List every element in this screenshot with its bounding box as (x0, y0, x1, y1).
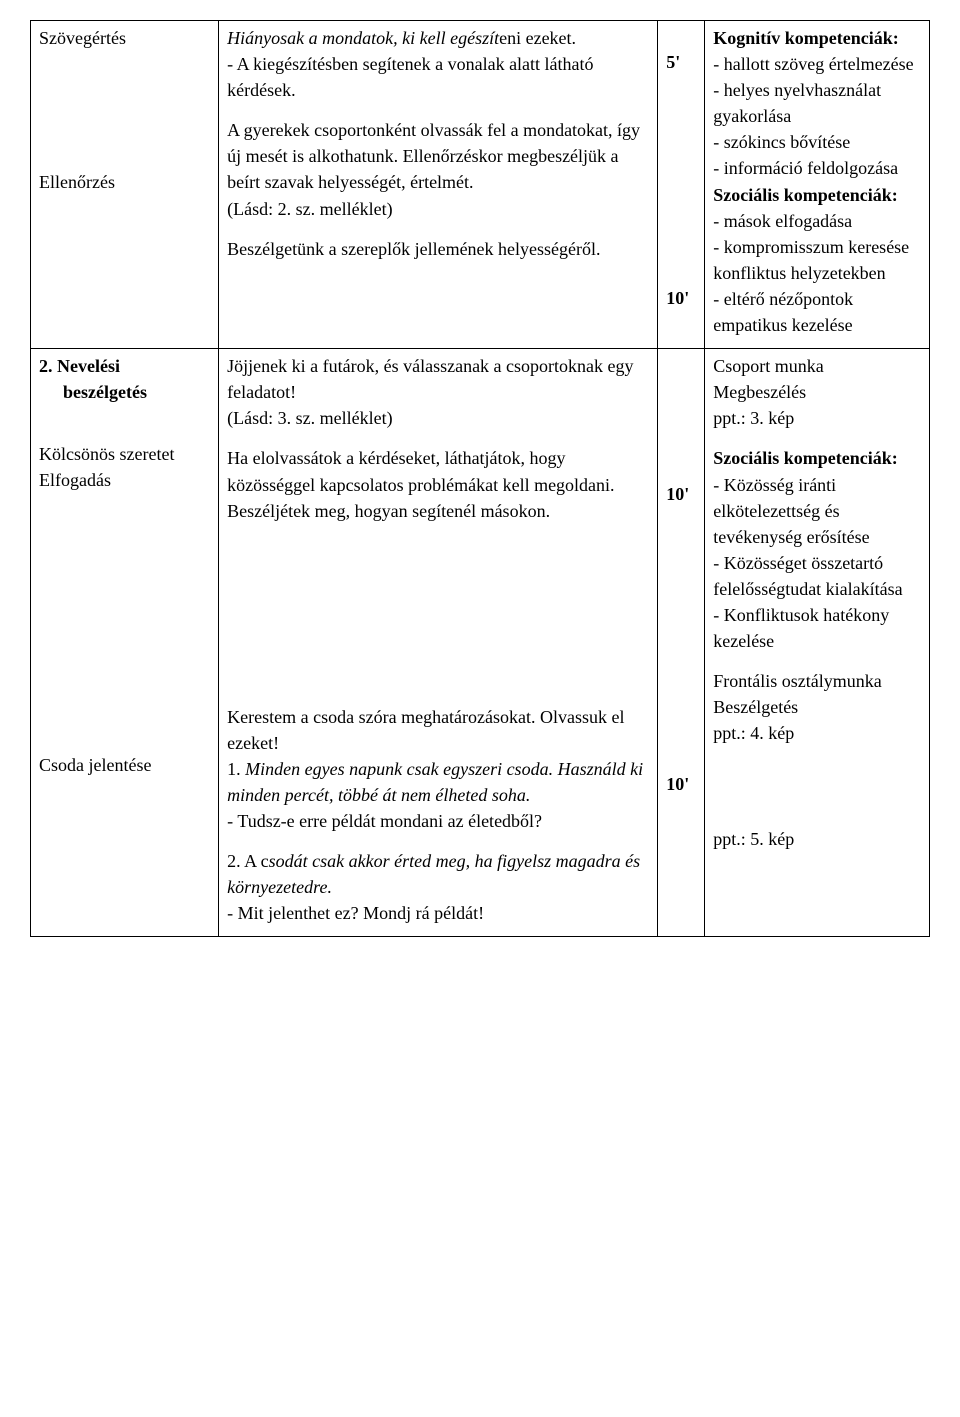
text-italic: Minden egyes napunk csak egyszeri csoda.… (227, 759, 643, 805)
time-value: 10' (666, 771, 696, 797)
paragraph: Ha elolvassátok a kérdéseket, láthatjáto… (227, 445, 649, 523)
heading: Szociális kompetenciák: (713, 182, 921, 208)
list-item: - Közösséget összetartó felelősségtudat … (713, 550, 921, 602)
label-csoda: Csoda jelentése (39, 752, 210, 778)
label-kolcsonos: Kölcsönös szeretet (39, 441, 210, 467)
cell-time-2: 10' 10' (658, 349, 705, 937)
text: Beszélgetés (713, 694, 921, 720)
time-value: 5' (666, 49, 696, 75)
text: Frontális osztálymunka (713, 668, 921, 694)
cell-content-2: Jöjjenek ki a futárok, és válasszanak a … (219, 349, 658, 937)
label-ellenorzes: Ellenőrzés (39, 169, 210, 195)
cell-labels-2: 2. Nevelési beszélgetés Kölcsönös szeret… (31, 349, 219, 937)
list-item: - hallott szöveg értelmezése (713, 51, 921, 77)
cell-competencies-1: Kognitív kompetenciák: - hallott szöveg … (705, 21, 930, 349)
heading: Kognitív kompetenciák: (713, 25, 921, 51)
label-nevelesi-a: 2. Nevelési (39, 353, 210, 379)
text: ppt.: 4. kép (713, 720, 921, 746)
text: ppt.: 5. kép (713, 826, 921, 852)
list-item: - helyes nyelvhasználat gyakorlása (713, 77, 921, 129)
cell-competencies-2: Csoport munka Megbeszélés ppt.: 3. kép S… (705, 349, 930, 937)
time-value: 10' (666, 481, 696, 507)
table-row: Szövegértés Ellenőrzés Hiányosak a monda… (31, 21, 930, 349)
cell-time-1: 5' 10' (658, 21, 705, 349)
text: Megbeszélés (713, 379, 921, 405)
text-italic: Hiányosak a mondatok, ki kell egészít (227, 28, 499, 48)
cell-labels-1: Szövegértés Ellenőrzés (31, 21, 219, 349)
label-elfogadas: Elfogadás (39, 467, 210, 493)
cell-content-1: Hiányosak a mondatok, ki kell egészíteni… (219, 21, 658, 349)
paragraph: 2. A csodát csak akkor érted meg, ha fig… (227, 848, 649, 900)
text: Csoport munka (713, 353, 921, 379)
text: 1. (227, 759, 245, 779)
heading: Szociális kompetenciák: (713, 445, 921, 471)
list-item: - Konfliktusok hatékony kezelése (713, 602, 921, 654)
list-item: - kompromisszum keresése konfliktus hely… (713, 234, 921, 286)
paragraph: Hiányosak a mondatok, ki kell egészíteni… (227, 25, 649, 51)
paragraph: - A kiegészítésben segítenek a vonalak a… (227, 51, 649, 103)
time-value: 10' (666, 285, 696, 311)
paragraph: Jöjjenek ki a futárok, és válasszanak a … (227, 353, 649, 405)
text: eni ezeket. (499, 28, 576, 48)
list-item: - eltérő nézőpontok empatikus kezelése (713, 286, 921, 338)
paragraph: Kerestem a csoda szóra meghatározásokat.… (227, 704, 649, 756)
lesson-plan-table: Szövegértés Ellenőrzés Hiányosak a monda… (30, 20, 930, 937)
list-item: - szókincs bővítése (713, 129, 921, 155)
text: 2. A c (227, 851, 269, 871)
paragraph: 1. Minden egyes napunk csak egyszeri cso… (227, 756, 649, 808)
table-row: 2. Nevelési beszélgetés Kölcsönös szeret… (31, 349, 930, 937)
list-item: - Közösség iránti elkötelezettség és tev… (713, 472, 921, 550)
paragraph: - Tudsz-e erre példát mondani az életedb… (227, 808, 649, 834)
text-italic: sodát csak akkor érted meg, ha figyelsz … (227, 851, 640, 897)
list-item: - mások elfogadása (713, 208, 921, 234)
text: ppt.: 3. kép (713, 405, 921, 431)
label-nevelesi-b: beszélgetés (39, 379, 210, 405)
paragraph: A gyerekek csoportonként olvassák fel a … (227, 117, 649, 195)
label-szovegertes: Szövegértés (39, 25, 210, 51)
paragraph: Beszélgetünk a szereplők jellemének hely… (227, 236, 649, 262)
paragraph: - Mit jelenthet ez? Mondj rá példát! (227, 900, 649, 926)
paragraph: (Lásd: 2. sz. melléklet) (227, 196, 649, 222)
paragraph: (Lásd: 3. sz. melléklet) (227, 405, 649, 431)
list-item: - információ feldolgozása (713, 155, 921, 181)
